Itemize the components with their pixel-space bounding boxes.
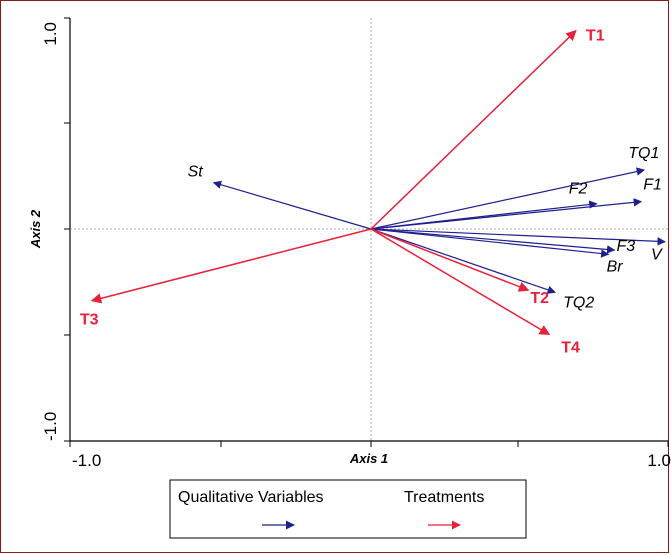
x-tick-label-right: 1.0 <box>647 451 671 470</box>
vector-label-f1: F1 <box>643 177 662 194</box>
x-axis-title: Axis 1 <box>349 451 388 466</box>
legend: Qualitative Variables Treatments <box>169 479 527 539</box>
vector-t1 <box>370 29 577 230</box>
vector-label-tq2: TQ2 <box>563 294 594 311</box>
y-ticks <box>64 17 70 442</box>
vector-label-v: V <box>651 247 663 264</box>
vector-label-t3: T3 <box>80 312 99 329</box>
vector-label-t2: T2 <box>530 290 549 307</box>
vector-f2 <box>370 200 598 230</box>
legend-label-qualitative-variables: Qualitative Variables <box>178 489 324 506</box>
vector-tq2 <box>370 228 556 294</box>
x-tick-label-left: -1.0 <box>72 451 101 470</box>
legend-box <box>169 479 527 539</box>
y-tick-label-top: 1.0 <box>41 22 60 46</box>
y-axis-title: Axis 2 <box>28 209 43 249</box>
x-ticks <box>69 441 669 447</box>
legend-label-treatments: Treatments <box>404 489 484 506</box>
vector-t4 <box>370 228 551 336</box>
vector-label-t4: T4 <box>561 340 580 357</box>
y-tick-label-bottom: -1.0 <box>41 412 60 441</box>
vector-br <box>370 228 610 258</box>
vector-f3 <box>370 228 616 254</box>
vector-label-tq1: TQ1 <box>628 145 659 162</box>
vector-label-st: St <box>188 164 204 181</box>
vector-t3 <box>90 228 372 304</box>
vector-label-f3: F3 <box>617 238 636 255</box>
vector-layer: TQ1 F1 F2 V F3 Br TQ2 St T1 T2 T3 T4 <box>80 28 666 357</box>
vector-label-t1: T1 <box>586 28 605 45</box>
vector-label-f2: F2 <box>569 181 588 198</box>
vector-t2 <box>370 228 530 292</box>
vector-label-br: Br <box>607 258 624 275</box>
vector-v <box>370 228 666 246</box>
vector-st <box>212 180 372 230</box>
vector-tq1 <box>370 167 646 230</box>
